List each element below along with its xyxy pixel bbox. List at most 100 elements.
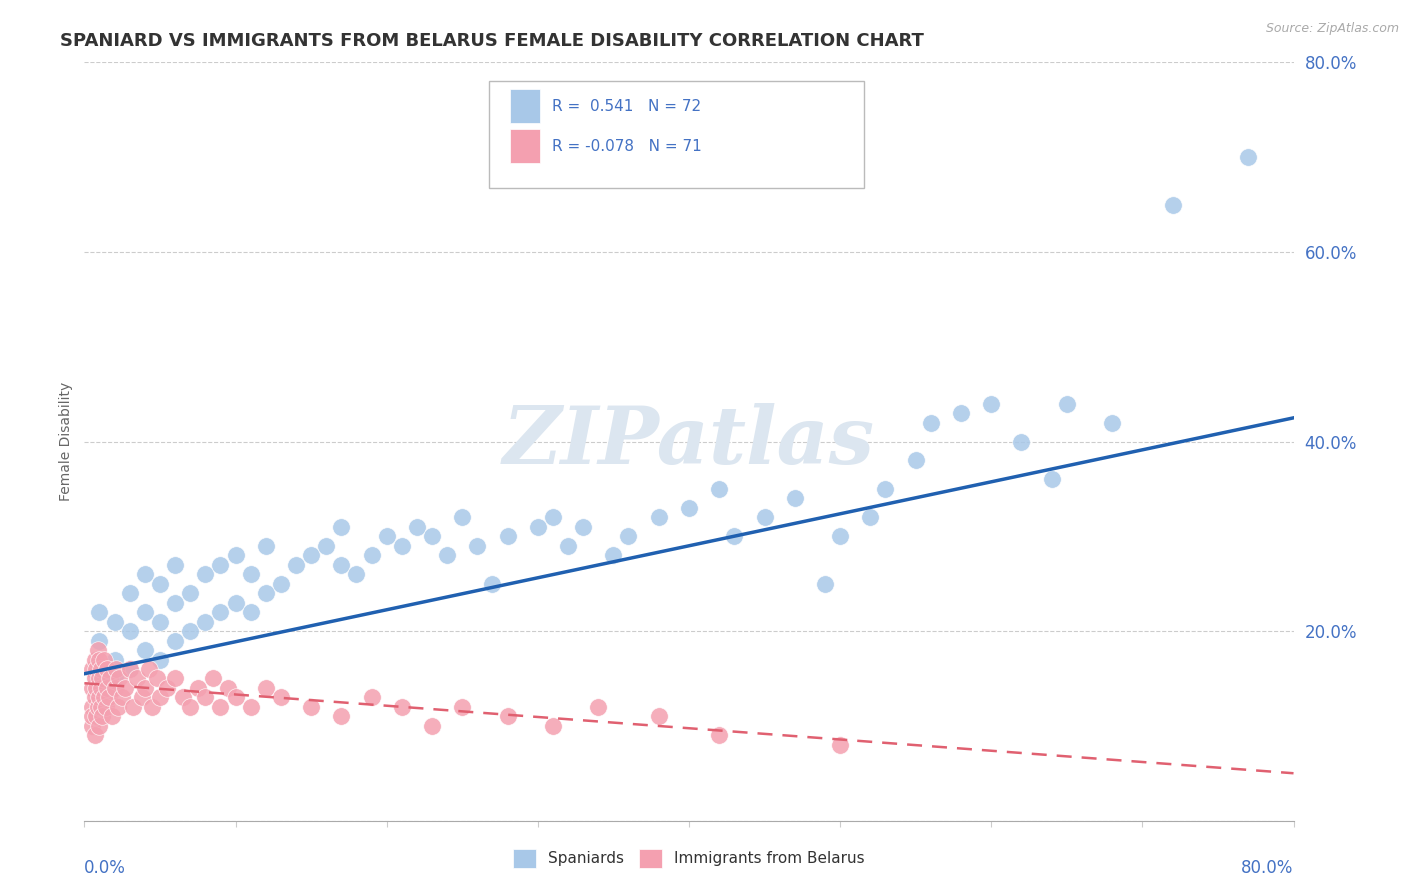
Point: [723, 529, 745, 543]
Point: [557, 539, 579, 553]
Point: [299, 699, 322, 714]
Point: [617, 529, 640, 543]
Point: [165, 558, 187, 572]
FancyBboxPatch shape: [510, 89, 540, 123]
Point: [84, 652, 107, 666]
Point: [89, 719, 111, 733]
Point: [346, 567, 368, 582]
Point: [80, 709, 103, 723]
Point: [89, 652, 111, 666]
Point: [156, 681, 179, 695]
Point: [496, 709, 519, 723]
Point: [87, 643, 110, 657]
Point: [187, 681, 209, 695]
Point: [91, 672, 114, 686]
Point: [134, 681, 156, 695]
Point: [93, 690, 115, 705]
Point: [80, 681, 103, 695]
Point: [527, 520, 550, 534]
Point: [179, 586, 201, 600]
Point: [225, 596, 247, 610]
Point: [194, 615, 217, 629]
Point: [360, 690, 382, 705]
Point: [149, 690, 172, 705]
Point: [1237, 150, 1260, 164]
Point: [131, 690, 153, 705]
Point: [118, 662, 141, 676]
Point: [104, 681, 127, 695]
Point: [96, 662, 118, 676]
Point: [330, 520, 353, 534]
Point: [91, 709, 114, 723]
Point: [118, 586, 141, 600]
Point: [100, 709, 122, 723]
Point: [225, 690, 247, 705]
Legend: Spaniards, Immigrants from Belarus: Spaniards, Immigrants from Belarus: [506, 843, 872, 873]
Point: [709, 482, 731, 496]
Point: [86, 681, 108, 695]
Point: [270, 576, 292, 591]
Point: [420, 719, 443, 733]
Point: [678, 500, 700, 515]
Point: [134, 643, 156, 657]
Point: [201, 672, 224, 686]
Point: [165, 596, 187, 610]
Point: [80, 662, 103, 676]
Point: [299, 548, 322, 563]
Point: [375, 529, 398, 543]
Point: [86, 662, 108, 676]
Point: [406, 520, 429, 534]
Point: [451, 510, 474, 524]
Point: [830, 738, 852, 752]
Point: [98, 672, 121, 686]
Point: [709, 728, 731, 742]
Point: [194, 567, 217, 582]
Point: [239, 605, 262, 619]
Point: [980, 396, 1002, 410]
Point: [127, 672, 149, 686]
Point: [89, 672, 111, 686]
Point: [209, 558, 232, 572]
Point: [118, 624, 141, 639]
Point: [93, 652, 115, 666]
Point: [451, 699, 474, 714]
Point: [114, 681, 136, 695]
Point: [111, 690, 134, 705]
Point: [179, 699, 201, 714]
Point: [90, 681, 112, 695]
Point: [209, 605, 232, 619]
Text: R = -0.078   N = 71: R = -0.078 N = 71: [553, 139, 702, 153]
Point: [315, 539, 337, 553]
Text: R =  0.541   N = 72: R = 0.541 N = 72: [553, 98, 702, 113]
Text: 0.0%: 0.0%: [84, 858, 127, 877]
Point: [648, 510, 671, 524]
Point: [391, 539, 413, 553]
Point: [225, 548, 247, 563]
Point: [254, 586, 277, 600]
Point: [436, 548, 458, 563]
Point: [194, 690, 217, 705]
Point: [572, 520, 595, 534]
Point: [149, 615, 172, 629]
Point: [239, 699, 262, 714]
Point: [138, 662, 160, 676]
Point: [84, 690, 107, 705]
Point: [239, 567, 262, 582]
Point: [149, 576, 172, 591]
Point: [172, 690, 194, 705]
Point: [920, 416, 942, 430]
Point: [904, 453, 927, 467]
Point: [134, 567, 156, 582]
Point: [96, 681, 118, 695]
Point: [648, 709, 671, 723]
Point: [104, 615, 127, 629]
Point: [814, 576, 837, 591]
Point: [481, 576, 503, 591]
Point: [330, 558, 353, 572]
Point: [84, 728, 107, 742]
Point: [360, 548, 382, 563]
Point: [783, 491, 806, 506]
Point: [118, 662, 141, 676]
Point: [1161, 197, 1184, 211]
Point: [285, 558, 308, 572]
